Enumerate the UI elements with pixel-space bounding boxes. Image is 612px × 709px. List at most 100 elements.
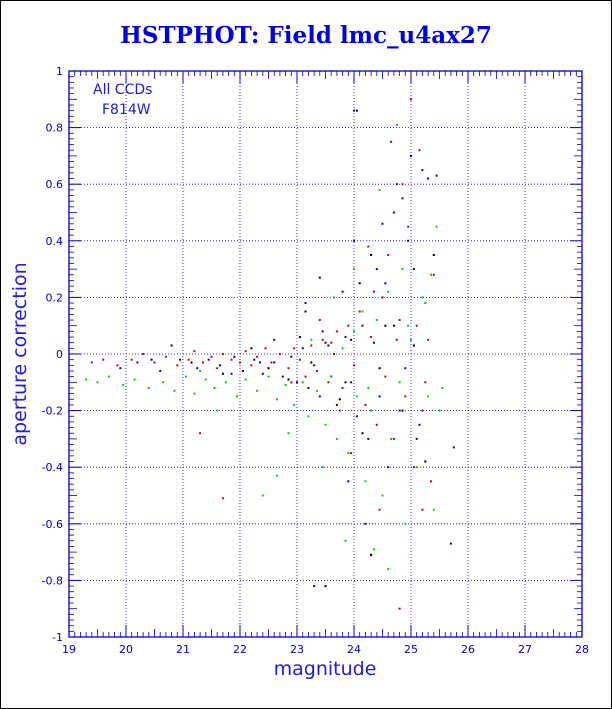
data-point-series-0: [410, 98, 412, 101]
data-point-series-1: [313, 585, 316, 588]
y-axis-label: aperture correction: [9, 262, 31, 445]
data-point-series-3: [392, 324, 395, 327]
data-point-series-2: [301, 381, 304, 384]
x-axis-label: magnitude: [274, 658, 377, 680]
y-tick-label: 1: [56, 65, 63, 78]
data-point-series-1: [196, 367, 199, 370]
data-point-series-2: [427, 395, 430, 398]
data-point-series-2: [347, 452, 350, 455]
data-point-series-0: [153, 361, 156, 364]
data-point-series-0: [427, 338, 430, 341]
data-point-series-3: [250, 347, 253, 350]
data-point-series-2: [173, 389, 176, 392]
data-point-series-1: [353, 239, 355, 242]
axis-ticks: [68, 70, 583, 638]
data-point-series-0: [290, 381, 293, 384]
y-tick-label: 0.2: [46, 291, 64, 304]
data-point-series-0: [90, 361, 93, 364]
data-point-series-3: [358, 282, 361, 285]
data-point-series-3: [384, 324, 387, 327]
data-point-series-3: [150, 358, 153, 361]
data-point-series-0: [378, 508, 381, 511]
plot-area-border: [68, 70, 583, 638]
data-point-series-1: [230, 372, 233, 375]
data-point-series-2: [147, 387, 150, 389]
data-point-series-2: [307, 415, 310, 418]
data-point-series-0: [421, 508, 424, 511]
data-point-series-0: [270, 361, 273, 364]
data-point-series-0: [432, 273, 435, 276]
y-tick-label: -0.2: [42, 405, 63, 418]
data-point-series-1: [241, 370, 244, 372]
data-point-series-2: [199, 370, 202, 372]
data-point-series-0: [333, 353, 335, 355]
data-point-series-0: [130, 358, 133, 361]
data-point-series-1: [136, 361, 139, 364]
data-point-series-0: [278, 353, 281, 355]
data-point-series-0: [310, 344, 313, 347]
data-point-series-2: [96, 381, 99, 384]
data-point-series-0: [364, 403, 367, 406]
data-point-series-2: [401, 268, 404, 271]
data-point-series-1: [355, 415, 358, 418]
data-points: [85, 98, 455, 610]
data-point-series-3: [287, 378, 290, 381]
data-point-series-2: [370, 409, 373, 412]
data-point-series-3: [378, 367, 381, 370]
data-point-series-2: [353, 268, 355, 271]
data-point-series-3: [324, 585, 327, 588]
data-point-series-0: [415, 324, 418, 327]
data-point-series-1: [307, 387, 310, 389]
x-tick-label: 25: [404, 643, 418, 656]
data-point-series-2: [430, 273, 432, 276]
data-point-series-0: [373, 290, 375, 293]
data-point-series-2: [353, 330, 355, 333]
data-point-series-2: [424, 302, 427, 305]
data-point-series-3: [370, 254, 373, 256]
data-point-series-2: [364, 480, 367, 483]
data-point-series-0: [418, 149, 421, 152]
legend-filter: F814W: [102, 102, 151, 118]
data-point-series-0: [375, 423, 378, 426]
data-point-series-3: [401, 409, 404, 412]
data-point-series-0: [210, 355, 213, 358]
data-point-series-2: [162, 381, 164, 384]
data-point-series-0: [221, 497, 224, 500]
data-point-series-2: [321, 466, 324, 469]
data-point-series-1: [273, 338, 276, 341]
data-point-series-0: [335, 330, 338, 333]
y-tick-label: 0: [56, 348, 63, 361]
y-tick-label: 0.4: [46, 235, 64, 248]
data-point-series-2: [293, 403, 296, 406]
data-point-series-0: [341, 387, 344, 389]
data-point-series-0: [327, 381, 330, 384]
data-point-series-0: [358, 310, 361, 313]
data-point-series-0: [216, 367, 219, 370]
data-point-series-0: [367, 245, 370, 248]
data-point-series-3: [327, 344, 330, 347]
x-tick-label: 28: [575, 643, 589, 656]
data-point-series-3: [170, 344, 173, 347]
data-point-series-2: [355, 395, 358, 398]
data-point-series-0: [287, 367, 290, 370]
data-point-series-2: [276, 398, 278, 401]
data-point-series-1: [281, 375, 284, 378]
data-point-series-0: [350, 452, 353, 455]
data-point-series-1: [404, 367, 407, 370]
data-point-series-1: [301, 347, 304, 350]
data-point-series-0: [384, 375, 387, 378]
x-tick-label: 19: [62, 643, 76, 656]
data-point-series-0: [347, 324, 350, 327]
data-point-series-3: [298, 336, 301, 338]
y-tick-label: -1: [52, 631, 63, 644]
data-point-series-1: [341, 290, 344, 293]
data-point-series-2: [435, 225, 438, 228]
data-point-series-0: [321, 338, 324, 341]
data-point-series-2: [387, 568, 390, 571]
data-point-series-2: [122, 384, 125, 387]
data-point-series-0: [412, 466, 415, 469]
legend-ccds: All CCDs: [93, 82, 152, 98]
data-point-series-0: [395, 338, 398, 341]
data-point-series-0: [187, 358, 190, 361]
